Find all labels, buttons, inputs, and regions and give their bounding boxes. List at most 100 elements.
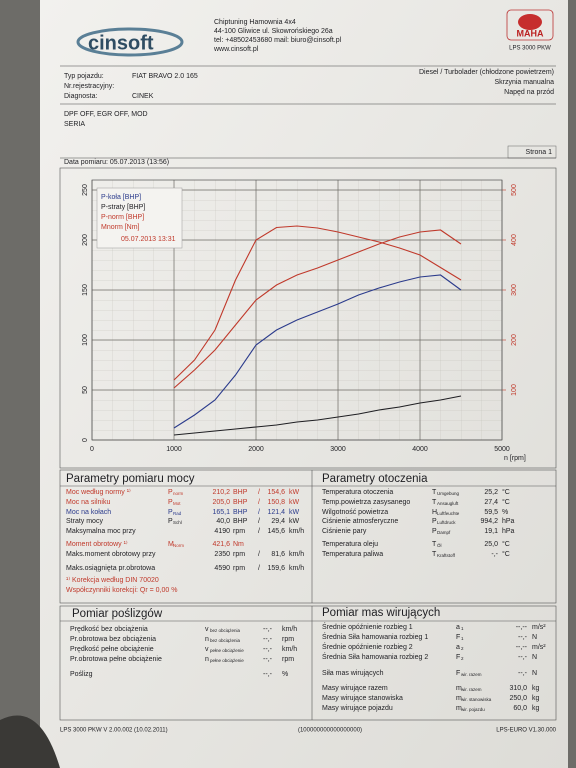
- x-axis-title: n [rpm]: [504, 455, 526, 462]
- cell-label: Moc na silniku: [66, 499, 110, 506]
- section-title: Pomiar mas wirujących: [322, 607, 440, 619]
- cell-u1: rpm: [233, 565, 245, 572]
- cell-u1: kg: [532, 705, 540, 712]
- series-line: [173, 395, 462, 436]
- cell-v2: 154,6: [267, 489, 285, 496]
- engine-line: Skrzynia manualna: [494, 79, 554, 86]
- tables: Parametry pomiaru mocy Moc według normy ¹…: [66, 473, 546, 712]
- legend-entry: P-norm [BHP]: [101, 214, 144, 221]
- company-line: tel: +48502453680 mail: biuro@cinsoft.pl: [214, 37, 342, 44]
- section-title: Parametry otoczenia: [322, 473, 428, 485]
- cell-v1: 421,6: [212, 541, 230, 548]
- x-tick-label: 1000: [166, 446, 182, 453]
- y2-tick-label: 500: [511, 184, 518, 196]
- footer-text: (100000000000000000): [298, 728, 362, 734]
- logo-text: cinsoft: [88, 32, 154, 54]
- cell-label: Pr.obrotowa pełne obciążenie: [70, 656, 162, 663]
- cell-sep: /: [258, 565, 260, 572]
- cell-u2: kW: [289, 489, 300, 496]
- cell-label: Pr.obrotowa bez obciążenia: [70, 636, 156, 643]
- cell-u2: kW: [289, 499, 300, 506]
- cell-label: Masy wirujące pojazdu: [322, 705, 393, 712]
- cell-u2: km/h: [289, 528, 304, 535]
- x-tick-label: 4000: [412, 446, 428, 453]
- cell-label: Moc według normy ¹⁾: [66, 488, 131, 496]
- footer-text: LPS 3000 PKW V 2.00.002 (10.02.2011): [60, 728, 168, 734]
- cell-sym: m: [456, 685, 462, 692]
- cell-u1: N: [532, 634, 537, 641]
- cell-v1: --,-: [518, 670, 528, 677]
- engine-line: Diesel / Turbolader (chłodzone powietrze…: [419, 69, 554, 76]
- vehicle-label: Nr.rejestracyjny:: [64, 83, 114, 90]
- cell-v1: -,-: [491, 551, 498, 558]
- cell-v1: 210,2: [212, 489, 230, 496]
- cell-u1: BHP: [233, 489, 248, 496]
- cell-v1: --,-: [263, 646, 273, 653]
- power-note: ¹⁾ Korekcja według DIN 70020: [66, 576, 159, 584]
- engine-line: Napęd na przód: [504, 89, 554, 96]
- cell-u2: kW: [289, 518, 300, 525]
- cell-sym: P: [432, 518, 437, 525]
- y-tick-label: 100: [82, 334, 89, 346]
- section-title: Pomiar poślizgów: [72, 608, 163, 620]
- cell-sub: Ansaugluft: [437, 501, 459, 506]
- company-line: 44-100 Gliwice ul. Skowrońskiego 26a: [214, 28, 333, 35]
- cell-label: Moment obrotowy ¹⁾: [66, 540, 128, 548]
- cell-u1: kg: [532, 685, 540, 692]
- vehicle-label: Typ pojazdu:: [64, 73, 104, 80]
- cell-u1: °C: [502, 540, 510, 548]
- cell-sep: /: [258, 499, 260, 506]
- cell-sym: P: [432, 528, 437, 535]
- x-tick-label: 5000: [494, 446, 510, 453]
- cell-sub: wir. razem: [461, 687, 482, 692]
- cell-label: Ciśnienie pary: [322, 528, 367, 535]
- cell-sym: P: [168, 499, 173, 506]
- cell-v1: 59,5: [484, 509, 498, 516]
- cell-v1: --,--: [516, 624, 528, 631]
- cell-sym: m: [456, 695, 462, 702]
- legend-entry: Mnorm [Nm]: [101, 224, 140, 231]
- cell-u1: rpm: [282, 636, 294, 643]
- cell-label: Straty mocy: [66, 518, 103, 525]
- cell-sym: M: [168, 541, 174, 548]
- cell-label: Średnia Siła hamowania rozbieg 1: [322, 632, 428, 641]
- cell-v1: 165,1: [212, 509, 230, 516]
- legend-entry: P-koła [BHP]: [101, 194, 141, 201]
- cell-sub: Dampf: [437, 530, 451, 535]
- cell-label: Średnie opóźnienie rozbieg 1: [322, 622, 413, 631]
- cell-v2: 150,8: [267, 499, 285, 506]
- cell-u1: m/s²: [532, 624, 546, 631]
- cell-sub: Rad: [173, 511, 182, 516]
- table-frame: [59, 469, 557, 721]
- note: SERIA: [64, 121, 85, 128]
- cell-v2: 145,6: [267, 528, 285, 535]
- cell-sub: pełne obciążenie: [210, 648, 244, 653]
- footer: LPS 3000 PKW V 2.00.002 (10.02.2011) (100…: [60, 728, 557, 734]
- cell-u1: °C: [502, 550, 510, 558]
- cell-sub: wir. stanowiska: [461, 697, 492, 702]
- cell-label: Poślizg: [70, 671, 93, 678]
- cell-label: Średnie opóźnienie rozbieg 2: [322, 642, 413, 651]
- vehicle-label: Diagnosta:: [64, 93, 98, 100]
- cell-sep: /: [258, 528, 260, 535]
- cell-label: Moc na kołach: [66, 509, 111, 516]
- cell-label: Temperatura oleju: [322, 541, 378, 548]
- cell-u1: BHP: [233, 518, 248, 525]
- cell-u1: kg: [532, 695, 540, 702]
- cell-label: Maksymalna moc przy: [66, 528, 136, 535]
- chart: 0 1000 2000 3000 4000 5000 0 50 100 150 200 250 100 2…: [82, 179, 526, 462]
- cell-label: Siła mas wirujących: [322, 670, 384, 677]
- cell-sym: T: [432, 541, 437, 548]
- cell-v1: 250,0: [509, 695, 527, 702]
- legend-entry: P-straty [BHP]: [101, 204, 145, 211]
- cell-sym: P: [168, 509, 173, 516]
- cell-v1: 25,0: [484, 541, 498, 548]
- cell-u1: rpm: [282, 656, 294, 663]
- cell-v2: 81,6: [271, 551, 285, 558]
- cell-u1: °C: [502, 498, 510, 506]
- cell-u1: BHP: [233, 509, 248, 516]
- cell-label: Masy wirujące stanowiska: [322, 695, 403, 702]
- cell-v1: 27,4: [484, 499, 498, 506]
- cell-sub: Mot: [173, 501, 181, 506]
